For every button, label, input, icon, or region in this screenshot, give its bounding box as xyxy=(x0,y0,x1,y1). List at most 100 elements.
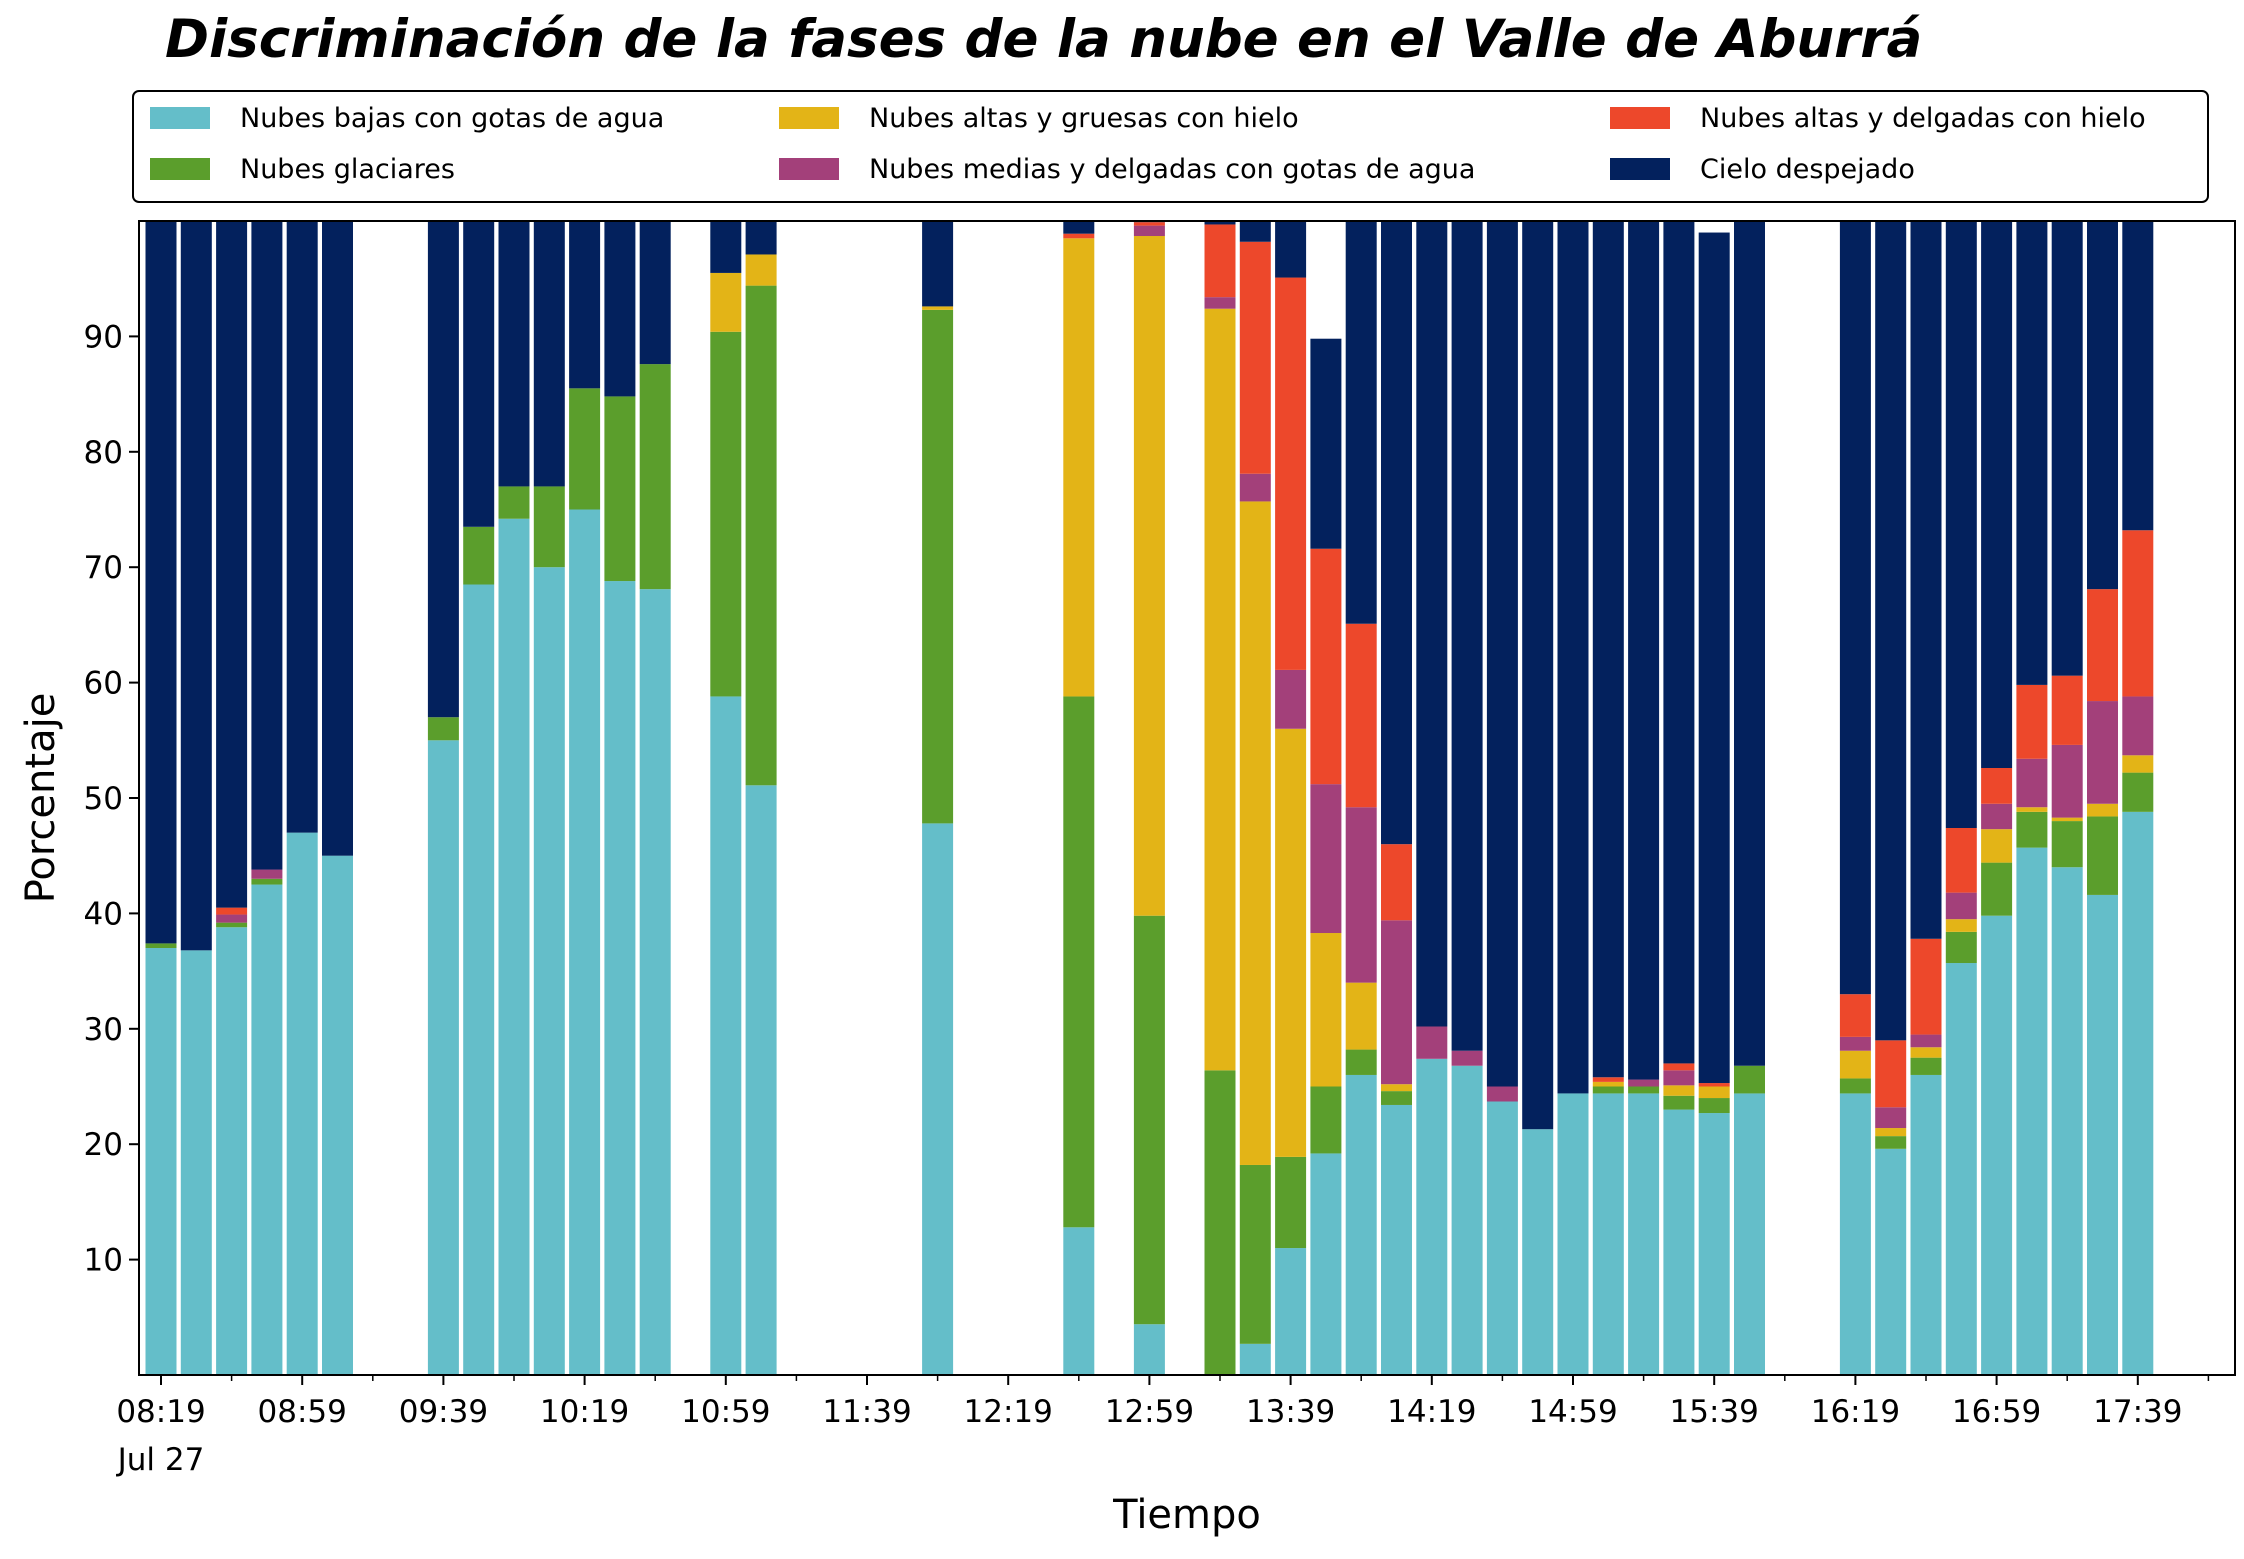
bar-segment-5-1359 xyxy=(1310,548,1342,785)
legend-label: Nubes altas y gruesas con hielo xyxy=(869,103,1299,134)
bar-segment-2-1339 xyxy=(1239,1164,1271,1344)
bar-segment-1-0909 xyxy=(322,855,353,1375)
bar-segment-6-1649 xyxy=(1910,221,1942,939)
bar-segment-2-1009 xyxy=(498,486,530,519)
bar-segment-1-1019 xyxy=(533,567,565,1375)
bar-segment-1-1119 xyxy=(745,785,777,1375)
bar-segment-1-1549 xyxy=(1698,1113,1730,1375)
bar-segment-4-1449 xyxy=(1486,1086,1518,1102)
legend-label: Nubes medias y delgadas con gotas de agu… xyxy=(869,154,1475,185)
bar-segment-5-1349 xyxy=(1275,277,1307,670)
bar-segment-4-1439 xyxy=(1451,1050,1483,1066)
bar-segment-3-1519 xyxy=(1592,1081,1624,1087)
bar-segment-4-1409 xyxy=(1345,807,1377,983)
bar-segment-6-1429 xyxy=(1416,221,1448,1027)
bar-segment-6-1639 xyxy=(1875,221,1907,1041)
bar-segment-3-1339 xyxy=(1239,501,1271,1165)
x-tick-label: 08:59 xyxy=(258,1394,347,1430)
bar-segment-1-1309 xyxy=(1063,1227,1095,1375)
bar-segment-5-1649 xyxy=(1910,938,1942,1035)
legend-swatch xyxy=(150,107,210,129)
bar-segment-4-1739 xyxy=(2087,701,2118,804)
bar-segment-1-1659 xyxy=(1945,963,1977,1375)
bar-segment-2-1019 xyxy=(533,486,565,568)
bar-segment-3-1539 xyxy=(1663,1085,1695,1096)
bar-segment-3-1649 xyxy=(1910,1047,1942,1058)
bar-segment-5-1739 xyxy=(2087,589,2118,702)
bar-segment-2-0949 xyxy=(427,717,459,741)
bar-segment-6-1109 xyxy=(710,221,742,273)
bar-segment-2-1109 xyxy=(710,331,742,697)
bar-segment-6-0859 xyxy=(286,221,318,833)
bar-segment-1-1419 xyxy=(1381,1104,1412,1375)
bar-segment-1-1409 xyxy=(1345,1074,1377,1375)
x-tick-label: 15:39 xyxy=(1670,1394,1759,1430)
bar-segment-5-1539 xyxy=(1663,1063,1695,1071)
bar-segment-2-1749 xyxy=(2122,772,2154,812)
y-tick-label: 50 xyxy=(84,781,123,817)
bar-segment-1-1649 xyxy=(1910,1074,1942,1375)
x-tick-label: 14:19 xyxy=(1387,1394,1476,1430)
bar-segment-3-1549 xyxy=(1698,1086,1730,1099)
bar-segment-6-1449 xyxy=(1486,221,1518,1087)
bar-segment-2-1649 xyxy=(1910,1057,1942,1075)
bar-segment-5-1639 xyxy=(1875,1040,1907,1108)
bar-segment-6-1729 xyxy=(2051,221,2083,676)
bar-segment-2-1319 xyxy=(1133,915,1165,1325)
bar-segment-2-1119 xyxy=(745,285,777,786)
bar-segment-6-1739 xyxy=(2087,221,2118,590)
chart-title: Discriminación de la fases de la nube en… xyxy=(165,9,1922,70)
bar-segment-1-1449 xyxy=(1486,1101,1518,1375)
bar-layer xyxy=(145,221,2154,1375)
bar-segment-4-0839 xyxy=(216,914,248,923)
bar-segment-5-1419 xyxy=(1381,844,1412,921)
bar-segment-4-1329 xyxy=(1204,297,1236,309)
legend-swatch xyxy=(1610,107,1670,129)
bar-segment-1-1359 xyxy=(1310,1153,1342,1375)
bar-segment-5-1309 xyxy=(1063,233,1095,239)
bar-segment-1-1429 xyxy=(1416,1058,1448,1375)
bar-segment-6-1519 xyxy=(1592,221,1624,1078)
legend-label: Nubes altas y delgadas con hielo xyxy=(1700,103,2146,134)
plot-area: 10 20 30 40 50 60 70 80 90 08:19 08:59 09:39 10:19 1… xyxy=(84,220,2236,1478)
bar-segment-3-1419 xyxy=(1381,1084,1412,1092)
bar-segment-5-1709 xyxy=(1981,768,2013,804)
bar-segment-3-1329 xyxy=(1204,308,1236,1071)
bar-segment-1-1109 xyxy=(710,696,742,1375)
bar-segment-1-1719 xyxy=(2016,847,2048,1375)
bar-segment-3-1639 xyxy=(1875,1128,1907,1137)
y-axis-label: Porcentaje xyxy=(18,693,64,904)
bar-segment-4-1319 xyxy=(1133,225,1165,237)
bar-segment-1-1629 xyxy=(1839,1093,1871,1375)
x-tick-label: 16:19 xyxy=(1811,1394,1900,1430)
bar-segment-6-1539 xyxy=(1663,221,1695,1064)
bar-segment-2-1029 xyxy=(569,388,601,510)
bar-segment-4-1709 xyxy=(1981,803,2013,830)
bar-segment-5-1409 xyxy=(1345,623,1377,808)
bar-segment-4-1359 xyxy=(1310,784,1342,934)
bar-segment-6-0839 xyxy=(216,221,248,908)
bar-segment-4-1419 xyxy=(1381,920,1412,1085)
bar-segment-3-1109 xyxy=(710,272,742,332)
bar-segment-2-1729 xyxy=(2051,821,2083,868)
bar-segment-1-0849 xyxy=(251,884,283,1375)
y-tick-label: 10 xyxy=(84,1243,123,1279)
bar-segment-2-1309 xyxy=(1063,696,1095,1228)
bar-segment-2-1039 xyxy=(604,396,636,582)
bar-segment-6-1339 xyxy=(1239,221,1271,242)
bar-segment-6-1019 xyxy=(533,221,565,487)
bar-segment-3-1309 xyxy=(1063,238,1095,697)
x-tick-sublabel: Jul 27 xyxy=(116,1442,205,1478)
bar-segment-6-1349 xyxy=(1275,221,1307,278)
bar-segment-5-1749 xyxy=(2122,530,2154,697)
x-tick-label: 12:59 xyxy=(1105,1394,1194,1430)
bar-segment-6-1039 xyxy=(604,221,636,397)
x-tick-label: 08:19 xyxy=(116,1394,205,1430)
bar-segment-5-1319 xyxy=(1133,222,1165,226)
bar-segment-1-1349 xyxy=(1275,1248,1307,1375)
y-tick-label: 20 xyxy=(84,1127,123,1163)
bar-segment-2-0959 xyxy=(463,526,495,585)
bar-segment-2-1049 xyxy=(639,364,671,590)
bar-segment-6-1029 xyxy=(569,221,601,389)
x-tick-label: 10:19 xyxy=(540,1394,629,1430)
